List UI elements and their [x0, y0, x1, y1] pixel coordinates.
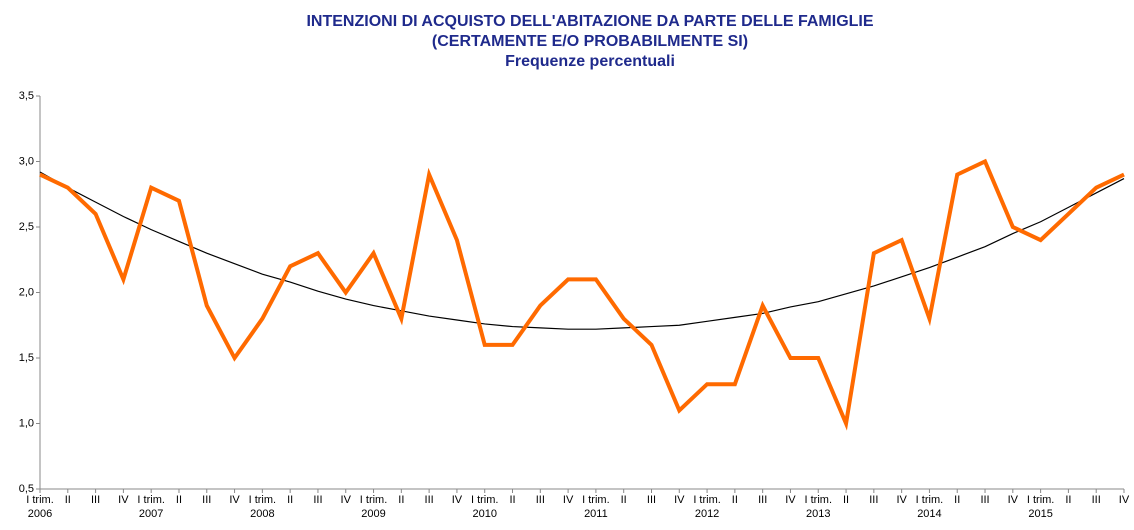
chart-title: INTENZIONI DI ACQUISTO DELL'ABITAZIONE D… — [306, 13, 873, 30]
year-label: 2012 — [695, 508, 719, 520]
year-label: 2008 — [250, 508, 274, 520]
year-label: 2009 — [361, 508, 385, 520]
x-tick-label: I trim. — [1027, 494, 1055, 506]
year-label: 2007 — [139, 508, 163, 520]
x-tick-label: IV — [785, 494, 796, 506]
x-tick-label: IV — [229, 494, 240, 506]
x-tick-label: IV — [1119, 494, 1130, 506]
x-tick-label: I trim. — [249, 494, 277, 506]
x-tick-label: III — [202, 494, 211, 506]
x-tick-label: II — [287, 494, 293, 506]
y-tick-label: 3,0 — [19, 155, 34, 167]
x-tick-label: IV — [674, 494, 685, 506]
year-label: 2013 — [806, 508, 830, 520]
x-tick-label: IV — [452, 494, 463, 506]
chart-subtitle: (CERTAMENTE E/O PROBABILMENTE SI) — [432, 33, 748, 50]
x-tick-label: III — [647, 494, 656, 506]
x-tick-label: I trim. — [26, 494, 54, 506]
x-tick-label: III — [869, 494, 878, 506]
x-tick-label: I trim. — [916, 494, 944, 506]
x-tick-label: II — [65, 494, 71, 506]
x-tick-label: IV — [896, 494, 907, 506]
x-tick-label: II — [398, 494, 404, 506]
x-tick-label: I trim. — [360, 494, 388, 506]
year-label: 2010 — [472, 508, 496, 520]
y-tick-label: 3,5 — [19, 90, 34, 102]
year-label: 2011 — [584, 508, 608, 520]
x-tick-label: IV — [1008, 494, 1019, 506]
chart-subtitle: Frequenze percentuali — [505, 53, 675, 70]
y-tick-label: 2,0 — [19, 286, 34, 298]
year-label: 2014 — [917, 508, 941, 520]
x-tick-label: II — [621, 494, 627, 506]
x-tick-label: I trim. — [471, 494, 499, 506]
x-tick-label: III — [536, 494, 545, 506]
x-tick-label: IV — [118, 494, 129, 506]
year-label: 2006 — [28, 508, 52, 520]
x-tick-label: II — [954, 494, 960, 506]
x-tick-label: III — [313, 494, 322, 506]
x-tick-label: I trim. — [693, 494, 721, 506]
year-label: 2015 — [1028, 508, 1052, 520]
y-tick-label: 1,5 — [19, 352, 34, 364]
y-tick-label: 2,5 — [19, 221, 34, 233]
x-tick-label: III — [425, 494, 434, 506]
x-tick-label: II — [732, 494, 738, 506]
x-tick-label: III — [1092, 494, 1101, 506]
x-tick-label: II — [843, 494, 849, 506]
y-tick-label: 0,5 — [19, 483, 34, 495]
data-line — [39, 158, 1125, 431]
x-tick-label: II — [176, 494, 182, 506]
x-tick-label: II — [509, 494, 515, 506]
x-tick-label: III — [758, 494, 767, 506]
y-tick-label: 1,0 — [19, 417, 34, 429]
x-tick-label: I trim. — [805, 494, 833, 506]
x-tick-label: II — [1065, 494, 1071, 506]
x-tick-label: I trim. — [582, 494, 610, 506]
x-tick-label: IV — [341, 494, 352, 506]
trend-line — [39, 171, 1125, 330]
x-tick-label: IV — [563, 494, 574, 506]
x-tick-label: III — [980, 494, 989, 506]
x-tick-label: III — [91, 494, 100, 506]
x-tick-label: I trim. — [137, 494, 165, 506]
